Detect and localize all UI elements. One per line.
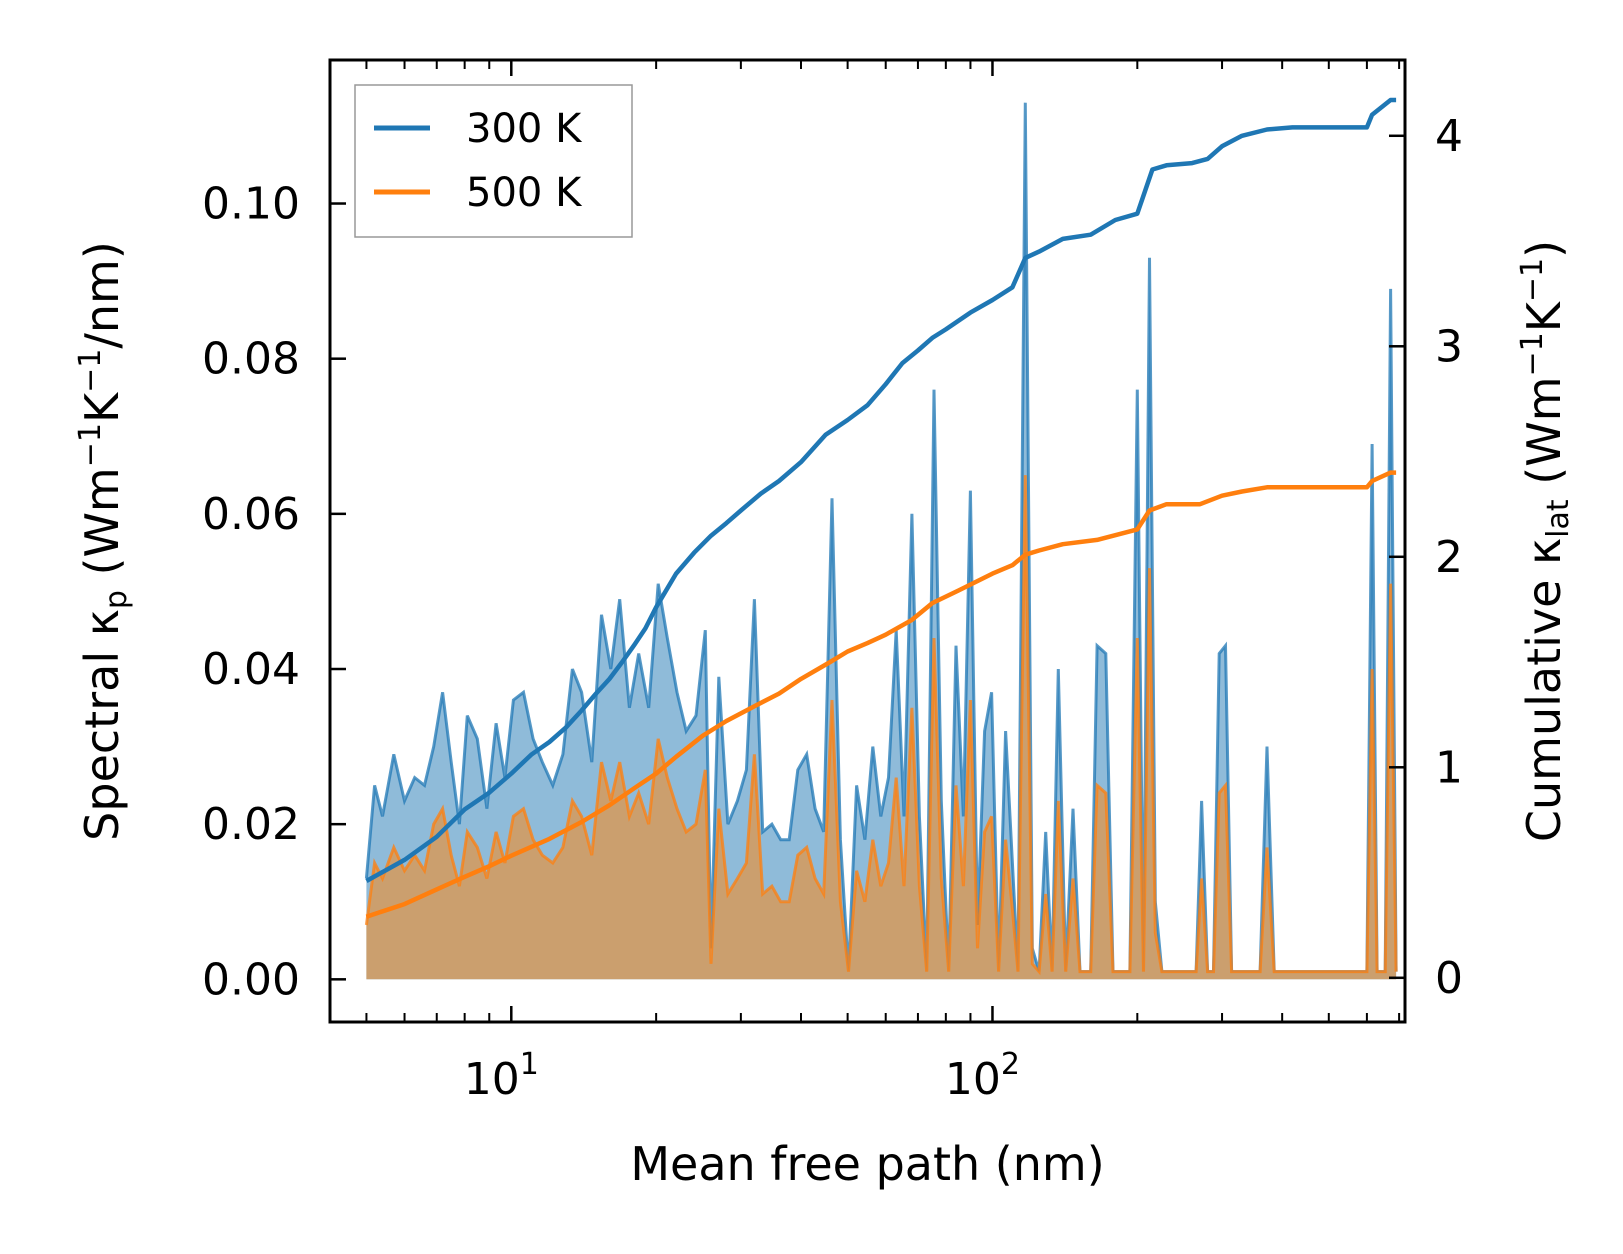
y-left-sub: p bbox=[99, 590, 134, 609]
y-right-tick-label: 1 bbox=[1435, 742, 1463, 793]
y-right-suffix: (Wm bbox=[1517, 376, 1571, 499]
y-left-sup1: −1 bbox=[73, 423, 108, 467]
x-tick-base: 10 bbox=[945, 1054, 1001, 1105]
y-left-tick-label: 0.02 bbox=[202, 799, 300, 850]
cumulative-300k-line bbox=[365, 97, 1397, 883]
y-right-sub: lat bbox=[1541, 499, 1576, 538]
legend-box bbox=[354, 84, 633, 238]
legend-label-300k: 300 K bbox=[466, 106, 583, 152]
x-tick-exponent: 2 bbox=[1001, 1047, 1020, 1082]
y-left-tick-label: 0.10 bbox=[202, 179, 300, 230]
y-right-sup1: −1 bbox=[1515, 332, 1550, 376]
cumulative-lines bbox=[365, 97, 1397, 919]
spectral-500k-outline bbox=[364, 475, 1398, 976]
x-tick-label: 101 bbox=[464, 1047, 539, 1105]
legend-label-500k: 500 K bbox=[466, 170, 583, 216]
y-left-end: /nm) bbox=[75, 241, 129, 348]
spectral-fills bbox=[364, 102, 1398, 980]
x-tick-exponent: 1 bbox=[520, 1047, 539, 1082]
y-left-tick-label: 0.06 bbox=[202, 489, 300, 540]
y-left-tick-label: 0.00 bbox=[202, 954, 300, 1005]
y-right-sup2: −1 bbox=[1515, 258, 1550, 302]
y-left-sup2: −1 bbox=[73, 349, 108, 393]
y-left-mid: K bbox=[75, 391, 129, 423]
y-left-suffix: (Wm bbox=[75, 467, 129, 590]
y-left-prefix: Spectral κ bbox=[75, 609, 129, 841]
x-tick-base: 10 bbox=[464, 1054, 520, 1105]
spectral-500k-area bbox=[366, 475, 1397, 980]
legend: 300 K 500 K bbox=[354, 84, 633, 238]
y-right-prefix: Cumulative κ bbox=[1517, 538, 1571, 842]
spectral-300k-outline bbox=[364, 102, 1398, 974]
y-right-tick-label: 0 bbox=[1435, 953, 1463, 1004]
x-tick-label: 102 bbox=[945, 1047, 1020, 1105]
y-axis-left-label: Spectral κp (Wm−1K−1/nm) bbox=[73, 241, 134, 841]
y-right-tick-label: 4 bbox=[1435, 111, 1463, 162]
y-right-end: ) bbox=[1517, 240, 1571, 258]
y-left-tick-label: 0.08 bbox=[202, 334, 300, 385]
plot-frame bbox=[328, 58, 1407, 1024]
y-right-tick-label: 3 bbox=[1435, 321, 1463, 372]
y-right-tick-label: 2 bbox=[1435, 532, 1463, 583]
cumulative-500k-line bbox=[365, 470, 1397, 919]
y-axis-right-label: Cumulative κlat (Wm−1K−1) bbox=[1515, 240, 1576, 842]
y-left-tick-label: 0.04 bbox=[202, 644, 300, 695]
y-right-mid: K bbox=[1517, 300, 1571, 332]
x-axis-label: Mean free path (nm) bbox=[630, 1137, 1104, 1191]
